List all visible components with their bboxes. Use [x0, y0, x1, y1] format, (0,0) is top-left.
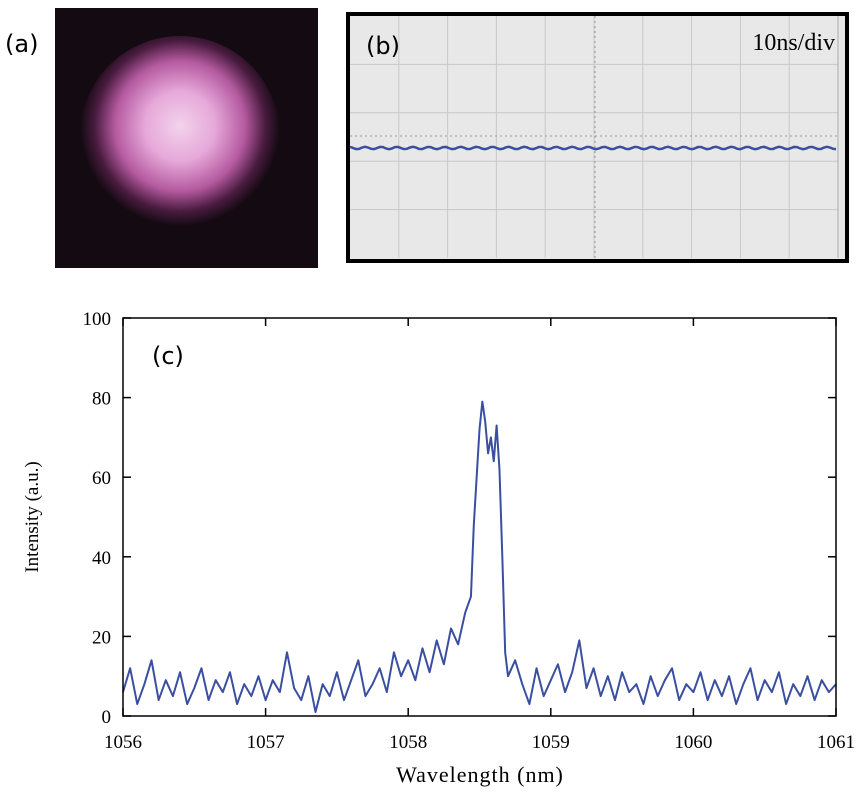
y-tick-label: 80	[92, 389, 111, 410]
y-tick-label: 40	[92, 548, 111, 569]
scope-grid	[350, 16, 838, 258]
x-tick-label: 1060	[674, 732, 712, 753]
x-axis-label: Wavelength (nm)	[396, 762, 564, 787]
x-tick-label: 1057	[247, 732, 285, 753]
y-tick-label: 60	[92, 468, 111, 489]
x-tick-label: 1056	[104, 732, 142, 753]
scope-scale: 10ns/div	[752, 30, 835, 56]
scope-trace	[349, 145, 837, 151]
panel-label: (a)	[5, 30, 38, 58]
x-tick-label: 1058	[389, 732, 427, 753]
y-tick-label: 0	[102, 707, 112, 728]
panel-label: (c)	[152, 342, 184, 370]
plot: 0 20 40 60 80 100 1056 1057 1058 1059 1060 1061	[83, 309, 856, 753]
y-tick-label: 20	[92, 627, 111, 648]
y-tick-label: 100	[83, 309, 112, 330]
scope-screen	[346, 12, 849, 263]
spectrum-line	[122, 400, 837, 714]
y-axis-label: Intensity (a.u.)	[22, 461, 43, 572]
x-tick-label: 1061	[817, 732, 855, 753]
beam-spot	[80, 36, 280, 236]
panel-label: (b)	[366, 32, 400, 60]
plot-frame	[122, 317, 837, 717]
x-tick-label: 1059	[532, 732, 570, 753]
